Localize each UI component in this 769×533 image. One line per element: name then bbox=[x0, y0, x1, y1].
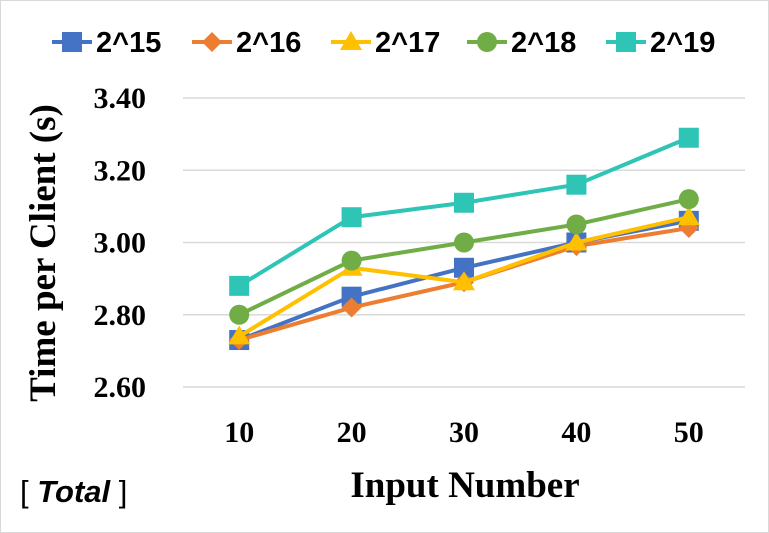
note-bracket-open: [ bbox=[20, 474, 38, 509]
data-point bbox=[341, 286, 362, 307]
legend-marker bbox=[202, 32, 222, 52]
legend-item: 2^17 bbox=[331, 27, 440, 59]
x-tick-label: 50 bbox=[674, 416, 704, 449]
data-point bbox=[341, 207, 362, 228]
x-tick-label: 10 bbox=[224, 416, 254, 449]
panel-note: [ Total ] bbox=[20, 474, 127, 510]
legend-marker bbox=[340, 31, 362, 50]
data-point bbox=[228, 325, 251, 345]
y-tick-label: 3.40 bbox=[94, 82, 147, 115]
series-3 bbox=[229, 189, 699, 325]
note-bracket-close: ] bbox=[110, 474, 128, 509]
legend-marker bbox=[477, 32, 497, 52]
x-tick-label: 30 bbox=[449, 416, 479, 449]
legend-label: 2^18 bbox=[511, 27, 576, 59]
legend-item: 2^16 bbox=[192, 27, 301, 59]
legend-item: 2^18 bbox=[467, 27, 576, 59]
legend-label: 2^15 bbox=[96, 27, 161, 59]
data-point bbox=[678, 127, 699, 148]
x-axis-ticks: 10 20 30 40 50 bbox=[224, 416, 704, 449]
data-point bbox=[566, 214, 587, 235]
y-tick-label: 3.20 bbox=[94, 154, 147, 187]
legend-item: 2^19 bbox=[606, 27, 715, 59]
data-point bbox=[565, 231, 588, 251]
legend-marker bbox=[616, 32, 636, 52]
data-point bbox=[454, 192, 474, 213]
legend-label: 2^17 bbox=[375, 27, 440, 59]
legend-label: 2^16 bbox=[236, 27, 301, 59]
series-4 bbox=[229, 127, 699, 296]
data-point bbox=[453, 271, 475, 291]
legend: 2^15 2^16 2^17 2^18 2^19 bbox=[52, 27, 715, 59]
data-point bbox=[229, 275, 250, 296]
data-point bbox=[454, 257, 474, 278]
y-axis-ticks: 2.60 2.80 3.00 3.20 3.40 bbox=[94, 82, 147, 404]
data-point bbox=[454, 232, 474, 253]
legend-label: 2^19 bbox=[650, 27, 715, 59]
data-point bbox=[566, 174, 587, 195]
legend-item: 2^15 bbox=[52, 27, 161, 59]
y-axis-title: Time per Client (s) bbox=[23, 104, 64, 402]
x-tick-label: 40 bbox=[561, 416, 591, 449]
series-layer bbox=[228, 127, 700, 351]
note-text: Total bbox=[37, 474, 111, 509]
data-point bbox=[229, 304, 250, 325]
y-tick-label: 2.80 bbox=[94, 299, 147, 332]
x-tick-label: 20 bbox=[337, 416, 367, 449]
data-point bbox=[341, 297, 362, 318]
y-tick-label: 3.00 bbox=[94, 227, 147, 260]
data-point bbox=[678, 189, 699, 210]
data-point bbox=[341, 250, 362, 271]
y-tick-label: 2.60 bbox=[94, 371, 147, 404]
data-point bbox=[677, 206, 700, 226]
x-axis-title: Input Number bbox=[350, 465, 579, 506]
legend-marker bbox=[62, 32, 82, 52]
